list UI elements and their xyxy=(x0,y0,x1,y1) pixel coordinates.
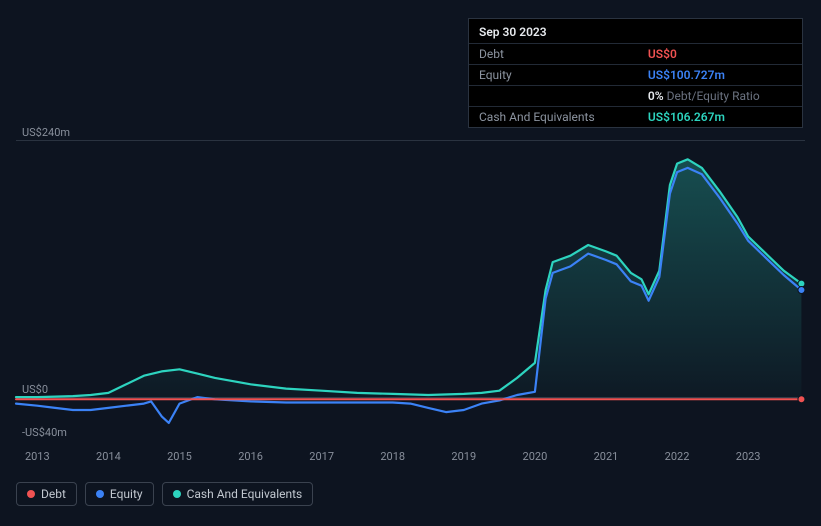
tooltip-value: US$100.727m xyxy=(638,65,802,86)
debt-equity-chart xyxy=(16,140,805,440)
x-axis-label: 2020 xyxy=(523,450,548,463)
tooltip-value: US$106.267m xyxy=(638,107,802,128)
legend-item[interactable]: Equity xyxy=(85,482,154,506)
tooltip-label xyxy=(469,86,638,107)
legend-dot-icon xyxy=(96,490,104,498)
legend-item[interactable]: Cash And Equivalents xyxy=(162,482,314,506)
tooltip-date: Sep 30 2023 xyxy=(469,19,802,43)
x-axis-label: 2019 xyxy=(451,450,476,463)
tooltip-label: Debt xyxy=(469,44,638,65)
chart-tooltip: Sep 30 2023 DebtUS$0EquityUS$100.727m0% … xyxy=(468,18,803,128)
x-axis-label: 2015 xyxy=(167,450,192,463)
legend-label: Debt xyxy=(41,487,66,501)
y-axis-label: US$240m xyxy=(22,126,70,139)
x-axis-label: 2023 xyxy=(736,450,761,463)
x-axis-label: 2021 xyxy=(594,450,619,463)
x-axis-label: 2013 xyxy=(25,450,50,463)
tooltip-table: DebtUS$0EquityUS$100.727m0% Debt/Equity … xyxy=(469,43,802,127)
x-axis-label: 2017 xyxy=(309,450,334,463)
tooltip-label: Equity xyxy=(469,65,638,86)
x-axis-label: 2022 xyxy=(665,450,690,463)
tooltip-label: Cash And Equivalents xyxy=(469,107,638,128)
x-axis-label: 2016 xyxy=(238,450,263,463)
legend-item[interactable]: Debt xyxy=(16,482,77,506)
chart-legend: Debt Equity Cash And Equivalents xyxy=(16,482,313,506)
tooltip-value: US$0 xyxy=(638,44,802,65)
legend-dot-icon xyxy=(27,490,35,498)
legend-dot-icon xyxy=(173,490,181,498)
tooltip-value: 0% Debt/Equity Ratio xyxy=(638,86,802,107)
legend-label: Cash And Equivalents xyxy=(187,487,303,501)
x-axis-label: 2014 xyxy=(96,450,121,463)
legend-label: Equity xyxy=(110,487,143,501)
x-axis-label: 2018 xyxy=(380,450,405,463)
